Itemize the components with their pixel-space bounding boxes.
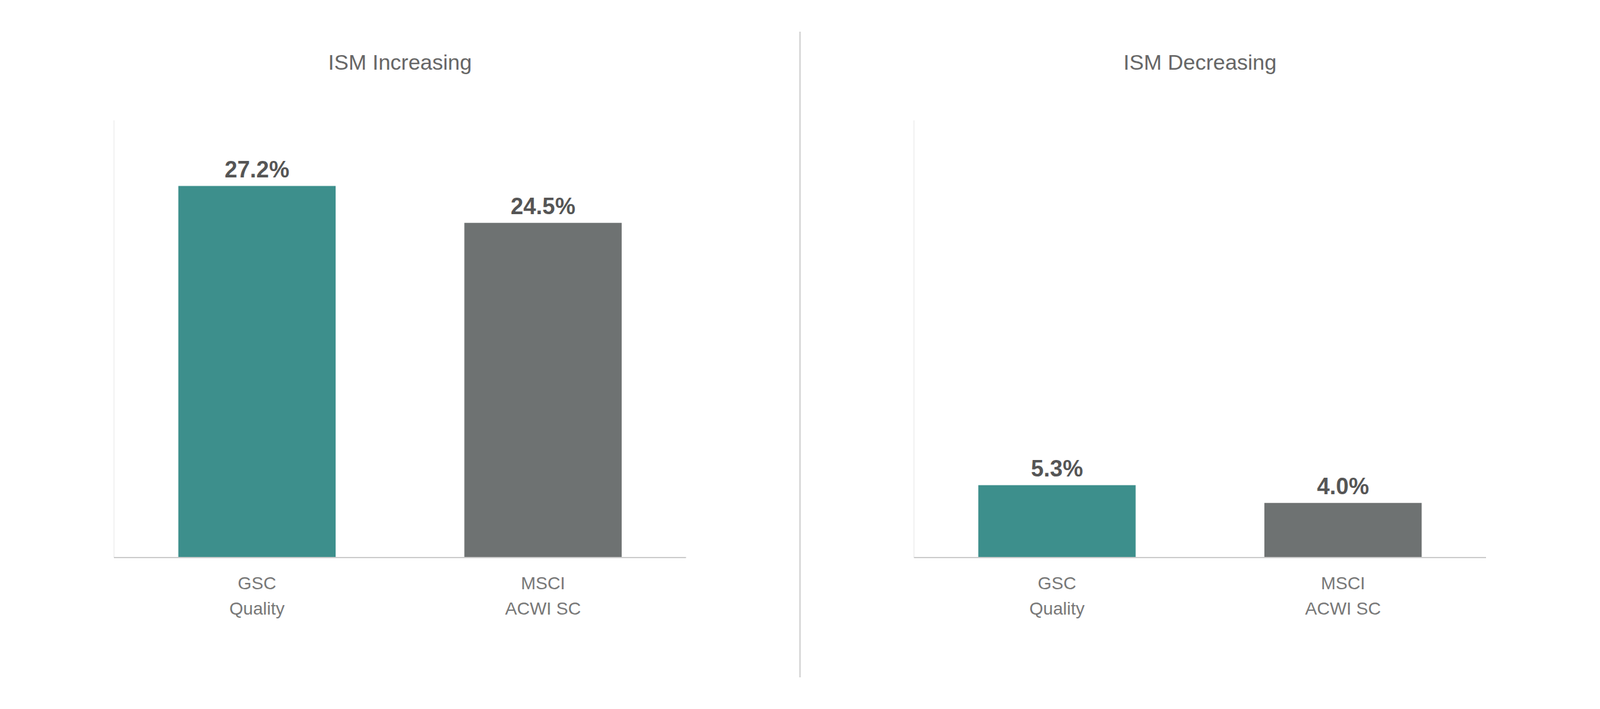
y-axis-line (913, 120, 915, 558)
y-axis-line (113, 120, 115, 558)
panel-divider (799, 31, 801, 677)
data-label: 4.0% (1316, 472, 1369, 499)
x-axis-line (113, 556, 687, 558)
x-tick-label: GSCQuality (229, 573, 285, 618)
chart-svg: ISM Increasing 27.2% GSCQuality 24.5% MSCIAC… (0, 0, 1600, 709)
x-tick-label: MSCIACWI SC (1304, 573, 1381, 618)
bar (464, 222, 622, 558)
bar (178, 186, 336, 558)
data-label: 27.2% (224, 156, 290, 183)
chart-root: ISM Increasing 27.2% GSCQuality 24.5% MSCIAC… (0, 0, 1600, 709)
data-label: 5.3% (1030, 455, 1083, 482)
chart-title: ISM Increasing (327, 50, 472, 75)
x-tick-label: MSCIACWI SC (505, 573, 582, 618)
bar (978, 485, 1136, 558)
bars (178, 186, 622, 558)
data-label: 24.5% (510, 193, 576, 220)
panel: ISM Increasing 27.2% GSCQuality 24.5% MSCIAC… (113, 50, 687, 618)
chart-title: ISM Decreasing (1123, 50, 1277, 75)
x-tick-label: GSCQuality (1029, 573, 1085, 618)
x-axis-line (914, 556, 1487, 558)
bar (1264, 502, 1422, 558)
panel: ISM Decreasing 5.3% GSCQuality 4.0% MSCIACWI… (914, 50, 1487, 618)
